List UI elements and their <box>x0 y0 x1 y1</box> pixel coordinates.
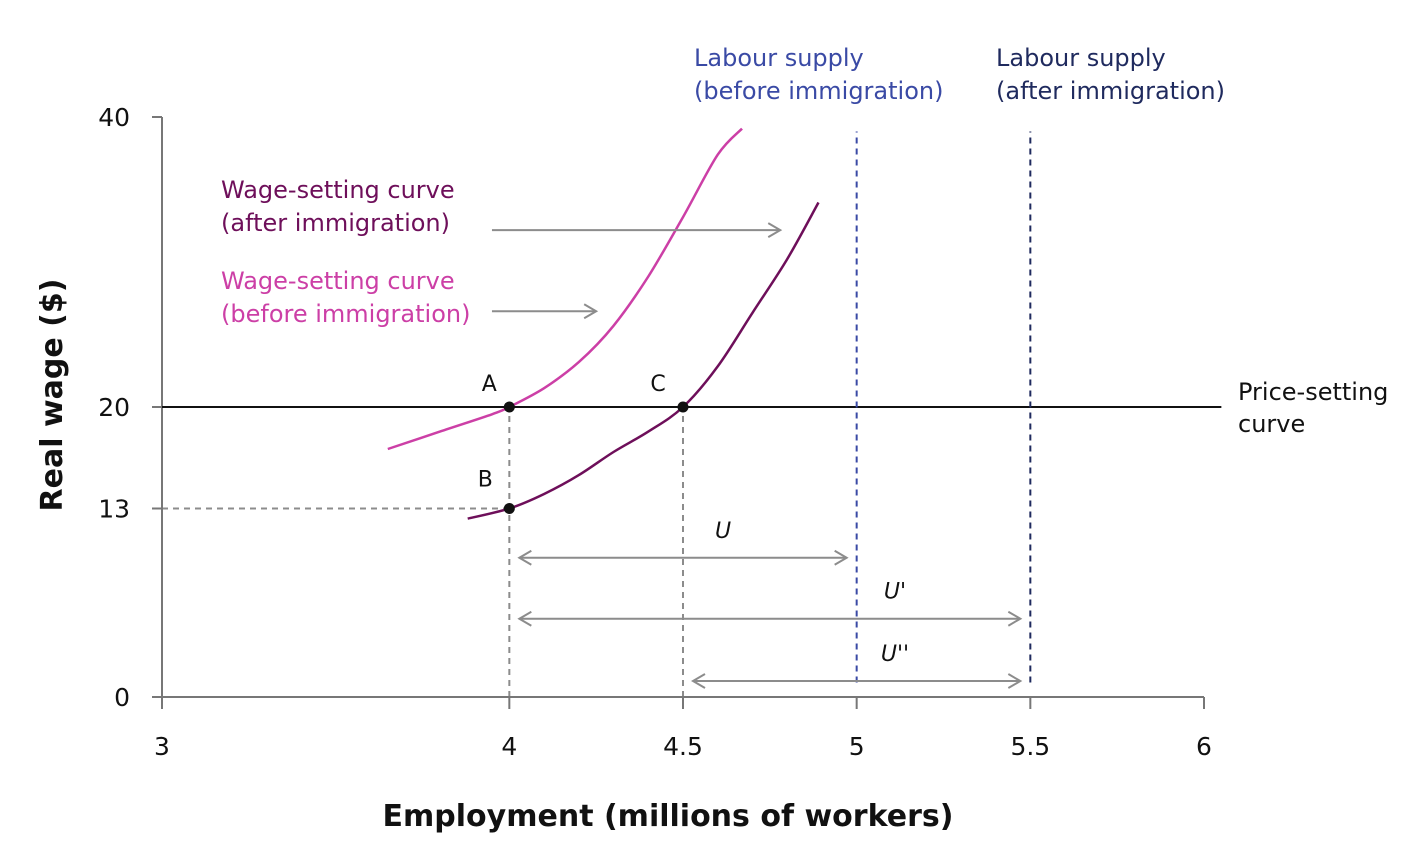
y-tick-label: 13 <box>98 495 130 524</box>
wage-setting-curve-after <box>467 201 820 520</box>
ws-after-label-line1: Wage-setting curve <box>221 176 455 204</box>
y-tick-label: 40 <box>98 103 130 132</box>
ws-before-label-line1: Wage-setting curve <box>221 267 455 295</box>
ls-after-label-line2: (after immigration) <box>996 77 1225 105</box>
x-tick-label: 5 <box>849 732 865 761</box>
point-label-b: B <box>478 468 493 493</box>
ws-after-label: Wage-setting curve (after immigration) <box>221 176 462 237</box>
arrowhead <box>517 610 532 627</box>
unemployment-span-label: U <box>715 519 731 544</box>
arrowhead <box>517 549 532 566</box>
reference-lines <box>162 407 684 697</box>
x-tick-label: 4.5 <box>663 732 703 761</box>
x-tick-label: 4 <box>501 732 517 761</box>
arrowhead <box>1007 610 1023 627</box>
ls-before-label-line1: Labour supply <box>694 44 864 72</box>
arrowhead <box>691 673 706 689</box>
arrowhead <box>834 549 849 566</box>
x-tick-label: 3 <box>154 732 170 761</box>
span-arrows: U U' U'' <box>491 222 1023 689</box>
ws-after-label-line2: (after immigration) <box>221 209 450 237</box>
point-label-a: A <box>482 372 497 397</box>
unemployment-span-label: U'' <box>881 642 909 667</box>
unemployment-span-label: U' <box>884 580 906 605</box>
point-a <box>503 401 515 413</box>
y-tick-label: 20 <box>98 393 130 422</box>
ws-before-label: Wage-setting curve (before immigration) <box>221 267 470 328</box>
y-tick-label: 0 <box>114 683 130 712</box>
ls-after-label: Labour supply (after immigration) <box>996 44 1225 105</box>
ls-before-label: Labour supply (before immigration) <box>694 44 943 105</box>
point-label-c: C <box>650 372 665 397</box>
arrowhead <box>1007 673 1023 689</box>
x-tick-label: 6 <box>1196 732 1212 761</box>
ls-after-label-line1: Labour supply <box>996 44 1166 72</box>
x-tick-label: 5.5 <box>1010 732 1050 761</box>
ps-label-line2: curve <box>1238 410 1305 438</box>
wage-setting-curve-before <box>387 127 743 451</box>
point-b <box>503 503 515 514</box>
points: A B C <box>478 372 689 514</box>
ls-before-label-line2: (before immigration) <box>694 77 943 105</box>
ps-label-line1: Price-setting <box>1238 378 1388 406</box>
arrowhead <box>767 222 783 238</box>
axes: 3 4 4.5 5 5.5 6 0 13 20 40 <box>98 103 1212 761</box>
ps-label: Price-setting curve <box>1238 378 1396 438</box>
y-axis-title: Real wage ($) <box>35 279 70 512</box>
arrowhead <box>583 303 599 320</box>
series <box>162 127 1222 683</box>
ws-before-label-line2: (before immigration) <box>221 300 470 328</box>
x-axis-title: Employment (millions of workers) <box>383 799 954 834</box>
point-c <box>677 401 689 413</box>
